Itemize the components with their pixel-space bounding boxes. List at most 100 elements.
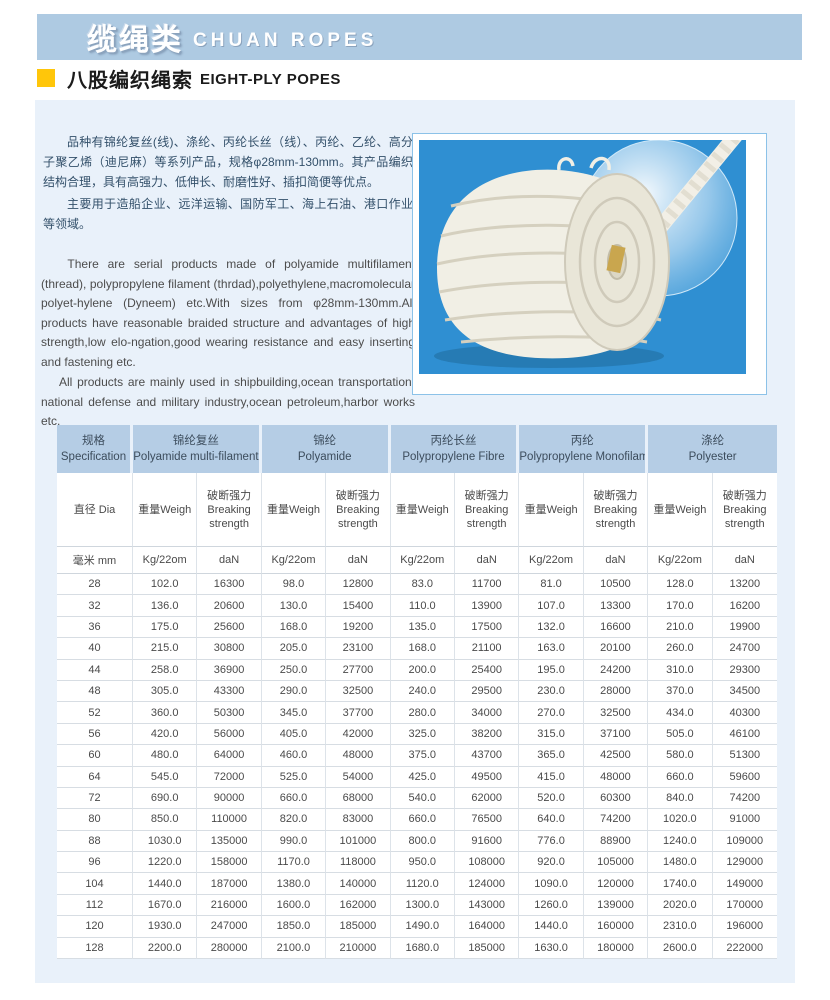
table-cell-r15-c1: 1670.0	[133, 894, 198, 917]
table-cell-r9-c8: 48000	[583, 766, 649, 788]
table-unit-weight: Kg/22om	[390, 546, 455, 574]
table-cell-r7-c0: 56	[57, 723, 133, 746]
table-cell-r14-c8: 120000	[583, 873, 649, 895]
table-cell-r12-c0: 88	[57, 830, 133, 853]
table-cell-r13-c6: 108000	[454, 852, 520, 874]
table-cell-r17-c2: 280000	[197, 937, 262, 960]
table-cell-r5-c2: 43300	[197, 680, 262, 703]
banner-title-zh: 缆绳类	[87, 24, 183, 57]
table-cell-r0-c1: 102.0	[133, 574, 198, 596]
table-cell-r9-c5: 425.0	[390, 766, 455, 788]
table-cell-r10-c10: 74200	[712, 787, 777, 810]
table-cell-r3-c8: 20100	[583, 638, 649, 660]
table-cell-r6-c5: 280.0	[390, 702, 455, 724]
table-unit-strength: daN	[326, 546, 391, 574]
table-cell-r0-c9: 128.0	[648, 574, 713, 596]
table-cell-r15-c2: 216000	[197, 894, 262, 917]
table-cell-r13-c8: 105000	[583, 852, 649, 874]
table-cell-r2-c7: 132.0	[519, 616, 584, 639]
table-cell-r6-c1: 360.0	[133, 702, 198, 724]
table-cell-r10-c5: 540.0	[390, 787, 455, 810]
table-cell-r8-c0: 60	[57, 745, 133, 767]
table-unit-strength: daN	[454, 546, 520, 574]
table-cell-r11-c3: 820.0	[261, 809, 327, 831]
table-cell-r2-c10: 19900	[712, 616, 777, 639]
table-subheader-strength: 破断强力 Breaking strength	[583, 473, 649, 546]
table-cell-r2-c1: 175.0	[133, 616, 198, 639]
table-cell-r3-c2: 30800	[197, 638, 262, 660]
table-row: 64 545.0 72000 525.0 54000 425.0 49500 415.0 480…	[57, 766, 777, 788]
table-cell-r0-c6: 11700	[454, 574, 520, 596]
table-cell-r12-c5: 800.0	[390, 830, 455, 853]
table-cell-r13-c1: 1220.0	[133, 852, 198, 874]
table-cell-r15-c4: 162000	[326, 894, 391, 917]
table-cell-r14-c1: 1440.0	[133, 873, 198, 895]
table-cell-r3-c3: 205.0	[261, 638, 327, 660]
description-zh-p2: 主要用于造船企业、远洋运输、国防军工、海上石油、港口作业等领域。	[43, 197, 413, 231]
table-unit-weight: Kg/22om	[519, 546, 584, 574]
table-cell-r10-c3: 660.0	[261, 787, 327, 810]
table-cell-r0-c2: 16300	[197, 574, 262, 596]
table-cell-r16-c1: 1930.0	[133, 916, 198, 938]
table-unit-strength: daN	[197, 546, 262, 574]
table-subheader-strength: 破断强力 Breaking strength	[197, 473, 262, 546]
table-cell-r4-c10: 29300	[712, 659, 777, 681]
table-cell-r8-c3: 460.0	[261, 745, 327, 767]
table-row: 104 1440.0 187000 1380.0 140000 1120.0 124000 1…	[57, 873, 777, 895]
table-cell-r17-c7: 1630.0	[519, 937, 584, 960]
table-row: 80 850.0 110000 820.0 83000 660.0 76500 640.0 74…	[57, 809, 777, 831]
table-cell-r12-c3: 990.0	[261, 830, 327, 853]
table-cell-r13-c7: 920.0	[519, 852, 584, 874]
table-cell-r6-c3: 345.0	[261, 702, 327, 724]
rope-photo-illustration	[419, 140, 746, 374]
table-cell-r6-c9: 434.0	[648, 702, 713, 724]
table-cell-r13-c5: 950.0	[390, 852, 455, 874]
table-cell-r0-c0: 28	[57, 574, 133, 596]
table-cell-r3-c6: 21100	[454, 638, 520, 660]
table-cell-r1-c3: 130.0	[261, 595, 327, 617]
table-cell-r12-c7: 776.0	[519, 830, 584, 853]
table-cell-r15-c8: 139000	[583, 894, 649, 917]
table-cell-r7-c3: 405.0	[261, 723, 327, 746]
specification-table: 规格 Specification 锦纶复丝 Polyamide multi-filam…	[57, 425, 777, 960]
table-row: 96 1220.0 158000 1170.0 118000 950.0 108000 920…	[57, 852, 777, 874]
table-row: 56 420.0 56000 405.0 42000 325.0 38200 315.0 371…	[57, 723, 777, 746]
table-cell-r16-c6: 164000	[454, 916, 520, 938]
table-subheader-strength: 破断强力 Breaking strength	[454, 473, 520, 546]
table-cell-r0-c10: 13200	[712, 574, 777, 596]
table-cell-r5-c0: 48	[57, 680, 133, 703]
table-cell-r11-c0: 80	[57, 809, 133, 831]
table-cell-r5-c10: 34500	[712, 680, 777, 703]
banner-title-en: CHUAN ROPES	[193, 30, 378, 51]
table-cell-r0-c4: 12800	[326, 574, 391, 596]
table-cell-r1-c5: 110.0	[390, 595, 455, 617]
table-cell-r0-c7: 81.0	[519, 574, 584, 596]
table-cell-r6-c4: 37700	[326, 702, 391, 724]
table-cell-r10-c9: 840.0	[648, 787, 713, 810]
table-cell-r4-c3: 250.0	[261, 659, 327, 681]
table-cell-r7-c4: 42000	[326, 723, 391, 746]
table-cell-r4-c4: 27700	[326, 659, 391, 681]
table-row: 32 136.0 20600 130.0 15400 110.0 13900 107.0 133…	[57, 595, 777, 617]
table-cell-r3-c5: 168.0	[390, 638, 455, 660]
table-cell-r6-c8: 32500	[583, 702, 649, 724]
table-row: 112 1670.0 216000 1600.0 162000 1300.0 143000 1…	[57, 894, 777, 917]
table-cell-r17-c5: 1680.0	[390, 937, 455, 960]
description-zh: 品种有锦纶复丝(线)、涤纶、丙纶长丝（线）、丙纶、乙纶、高分子聚乙烯（迪尼麻）等…	[43, 132, 413, 234]
table-cell-r11-c2: 110000	[197, 809, 262, 831]
table-cell-r6-c0: 52	[57, 702, 133, 724]
table-cell-r2-c4: 19200	[326, 616, 391, 639]
table-cell-r13-c10: 129000	[712, 852, 777, 874]
table-cell-r1-c10: 16200	[712, 595, 777, 617]
table-subheader-weight: 重量Weigh	[133, 473, 198, 546]
table-cell-r12-c6: 91600	[454, 830, 520, 853]
table-cell-r11-c4: 83000	[326, 809, 391, 831]
table-cell-r6-c10: 40300	[712, 702, 777, 724]
table-cell-r16-c3: 1850.0	[261, 916, 327, 938]
table-cell-r7-c5: 325.0	[390, 723, 455, 746]
table-cell-r10-c2: 90000	[197, 787, 262, 810]
table-cell-r6-c2: 50300	[197, 702, 262, 724]
table-cell-r10-c4: 68000	[326, 787, 391, 810]
table-row: 60 480.0 64000 460.0 48000 375.0 43700 365.0 425…	[57, 745, 777, 767]
table-cell-r9-c2: 72000	[197, 766, 262, 788]
